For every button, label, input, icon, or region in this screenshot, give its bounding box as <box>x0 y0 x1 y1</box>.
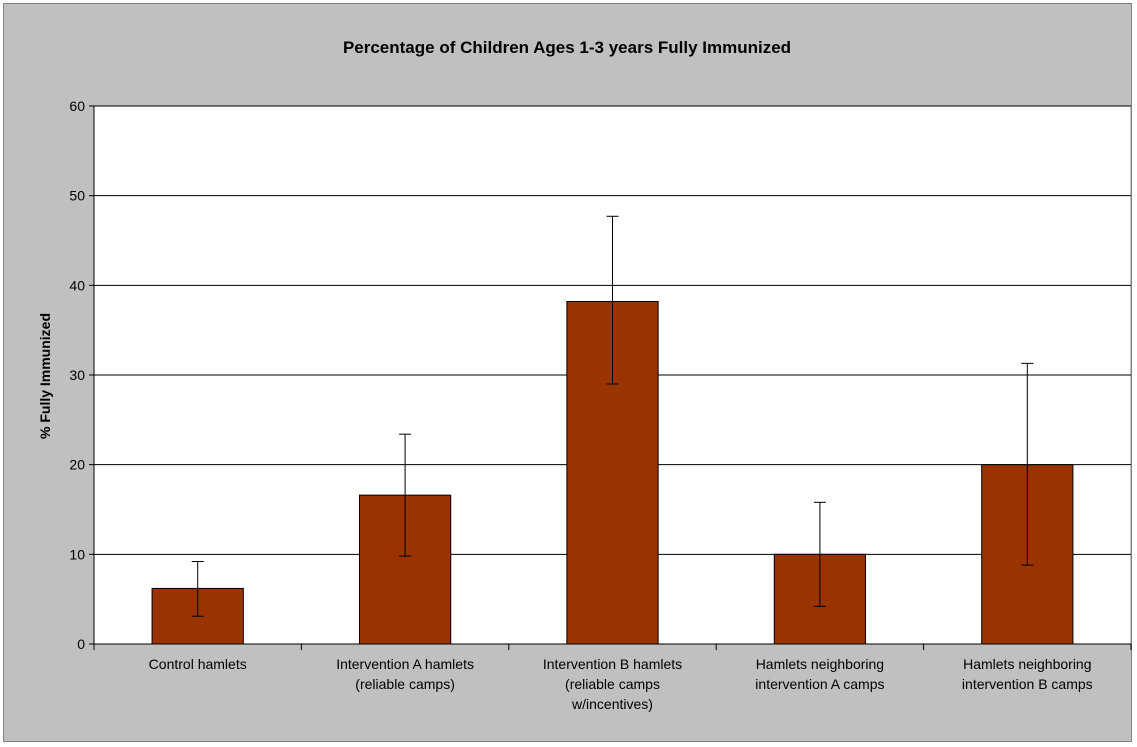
error-bars <box>191 215 1034 617</box>
chart-title: Percentage of Children Ages 1-3 years Fu… <box>343 38 791 57</box>
y-tick-label: 20 <box>69 457 85 473</box>
category-label-line: Intervention B hamlets <box>543 656 682 672</box>
category-label: Intervention A hamlets (reliable camps) <box>336 656 474 692</box>
category-label: Intervention B hamlets (reliable camps w/i… <box>543 656 682 712</box>
chart-area: Percentage of Children Ages 1-3 years Fu… <box>3 3 1132 742</box>
y-tick-label: 60 <box>69 98 85 114</box>
category-label-line: Hamlets neighboring <box>963 656 1091 672</box>
category-labels: Control hamlets Intervention A hamlets (re… <box>149 656 1093 712</box>
y-tick-labels: 0 10 20 30 40 50 60 <box>69 98 85 652</box>
category-label: Hamlets neighboring intervention B camps <box>962 656 1093 692</box>
category-label-line: (reliable camps <box>565 676 660 692</box>
category-label-line: Hamlets neighboring <box>756 656 884 672</box>
y-tick-label: 0 <box>77 636 85 652</box>
category-label-line: (reliable camps) <box>355 676 455 692</box>
category-label-line: intervention B camps <box>962 676 1093 692</box>
y-tick-label: 10 <box>69 546 85 562</box>
gridlines <box>94 105 1131 555</box>
category-label: Control hamlets <box>149 656 247 672</box>
y-axis-label: % Fully Immunized <box>37 313 53 439</box>
y-tick-label: 40 <box>69 277 85 293</box>
category-label-line: w/incentives) <box>571 696 653 712</box>
category-label-line: Intervention A hamlets <box>336 656 474 672</box>
y-tick-label: 50 <box>69 188 85 204</box>
category-label-line: Control hamlets <box>149 656 247 672</box>
category-label: Hamlets neighboring intervention A camps <box>755 656 884 692</box>
y-tick-label: 30 <box>69 367 85 383</box>
category-label-line: intervention A camps <box>755 676 884 692</box>
chart-svg: Percentage of Children Ages 1-3 years Fu… <box>37 38 1132 712</box>
axes <box>89 105 1132 650</box>
